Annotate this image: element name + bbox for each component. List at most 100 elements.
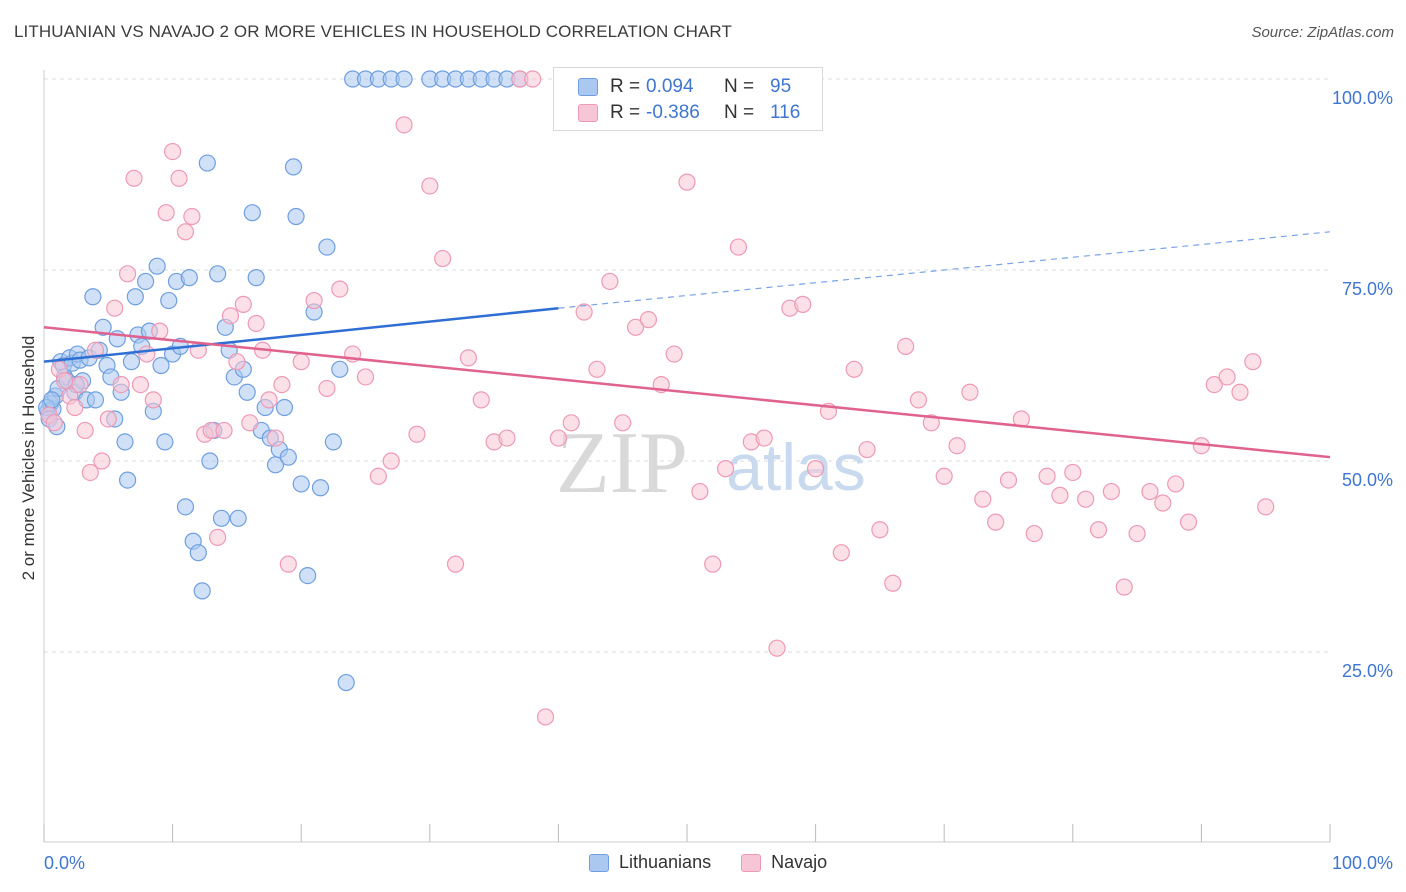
lithuanians-point bbox=[337, 673, 355, 692]
navajo-point bbox=[639, 311, 658, 329]
navajo-point bbox=[524, 70, 542, 88]
lithuanians-point bbox=[176, 498, 195, 516]
navajo-point bbox=[1077, 490, 1095, 508]
navajo-point bbox=[1064, 463, 1082, 482]
navajo-point bbox=[1115, 578, 1133, 596]
lithuanians-point bbox=[116, 433, 134, 451]
navajo-point bbox=[961, 383, 979, 401]
navajo-point bbox=[678, 173, 696, 191]
lithuanians-point bbox=[243, 204, 261, 222]
navajo-point bbox=[549, 429, 568, 447]
lithuanians-point bbox=[292, 475, 310, 493]
navajo-point bbox=[55, 372, 74, 390]
navajo-point bbox=[395, 116, 413, 134]
navajo-point bbox=[446, 555, 465, 573]
navajo-point bbox=[897, 337, 915, 355]
navajo-point bbox=[292, 353, 310, 371]
y-tick-label: 100.0% bbox=[1332, 88, 1393, 108]
r-label: R = bbox=[610, 102, 641, 123]
navajo-legend-swatch bbox=[741, 853, 762, 872]
x-tick-label: 0.0% bbox=[44, 853, 85, 873]
n-value-lithuanians: 95 bbox=[770, 76, 792, 97]
navajo-point bbox=[768, 639, 786, 657]
navajo-point bbox=[948, 437, 966, 455]
lithuanians-point bbox=[324, 433, 342, 451]
navajo-point bbox=[498, 429, 516, 447]
lithuanians-trend-line bbox=[43, 306, 559, 363]
navajo-point bbox=[183, 207, 201, 226]
source-label: Source: ZipAtlas.com bbox=[1251, 24, 1394, 41]
navajo-point bbox=[138, 345, 156, 363]
navajo-point bbox=[112, 376, 130, 394]
navajo-point bbox=[922, 414, 940, 432]
navajo-point bbox=[176, 223, 195, 241]
navajo-point bbox=[1205, 376, 1223, 394]
navajo-point bbox=[1231, 383, 1249, 401]
navajo-point bbox=[273, 376, 291, 394]
lithuanians-point bbox=[136, 272, 155, 291]
lithuanians-point bbox=[209, 265, 227, 283]
navajo-point bbox=[472, 391, 490, 409]
lithuanians-point bbox=[152, 356, 170, 375]
navajo-point bbox=[66, 398, 84, 417]
navajo-point bbox=[131, 376, 150, 394]
navajo-point bbox=[221, 307, 240, 325]
navajo-point bbox=[626, 318, 645, 336]
navajo-point bbox=[987, 513, 1005, 531]
data-points bbox=[37, 70, 1275, 726]
navajo-point bbox=[260, 391, 278, 409]
navajo-point bbox=[318, 379, 336, 398]
navajo-point bbox=[691, 482, 709, 501]
navajo-point bbox=[234, 295, 252, 313]
lithuanians-point bbox=[43, 391, 61, 409]
navajo-point bbox=[247, 314, 265, 333]
navajo-point bbox=[794, 295, 812, 313]
navajo-point bbox=[71, 376, 89, 394]
r-value-lithuanians: 0.094 bbox=[646, 76, 694, 97]
lithuanians-point bbox=[180, 269, 198, 287]
navajo-point bbox=[421, 177, 439, 195]
navajo-point bbox=[1257, 498, 1275, 516]
navajo-point bbox=[118, 265, 137, 283]
navajo-point bbox=[86, 341, 105, 359]
navajo-point bbox=[279, 555, 297, 573]
navajo-point bbox=[601, 272, 619, 291]
navajo-point bbox=[806, 460, 825, 478]
lithuanians-point bbox=[160, 291, 178, 310]
r-label: R = bbox=[610, 76, 641, 97]
navajo-point bbox=[106, 299, 124, 317]
navajo-point bbox=[588, 360, 606, 378]
n-label: N = bbox=[724, 76, 755, 97]
lithuanians-point bbox=[229, 509, 247, 527]
navajo-point bbox=[1089, 521, 1108, 539]
navajo-point bbox=[81, 463, 99, 482]
navajo-point bbox=[369, 467, 387, 485]
lithuanians-point bbox=[201, 452, 219, 470]
navajo-point bbox=[76, 421, 94, 440]
lithuanians-point bbox=[198, 154, 216, 172]
navajo-point bbox=[614, 414, 632, 432]
lithuanians-point bbox=[279, 448, 297, 466]
lithuanians-point bbox=[247, 269, 265, 287]
correlation-legend: R = 0.094 N = 95 R = -0.386 N = 116 bbox=[553, 67, 823, 131]
navajo-point bbox=[1025, 524, 1043, 543]
navajo-point bbox=[164, 142, 182, 161]
navajo-point bbox=[151, 322, 169, 340]
lithuanians-point bbox=[299, 566, 317, 585]
series-legend: Lithuanians Navajo bbox=[589, 852, 827, 873]
navajo-point bbox=[1051, 486, 1069, 504]
lithuanians-point bbox=[318, 238, 336, 256]
axes bbox=[43, 70, 1331, 843]
navajo-point bbox=[1141, 482, 1159, 501]
navajo-point bbox=[909, 391, 928, 409]
navajo-point bbox=[170, 169, 188, 187]
navajo-point bbox=[716, 460, 735, 478]
navajo-point bbox=[974, 490, 992, 508]
lithuanians-point bbox=[156, 433, 174, 451]
navajo-point bbox=[209, 528, 227, 547]
legend-row-navajo: R = -0.386 N = 116 bbox=[578, 101, 800, 125]
navajo-point bbox=[665, 345, 683, 363]
navajo-point bbox=[125, 169, 143, 187]
navajo-point bbox=[305, 291, 323, 310]
